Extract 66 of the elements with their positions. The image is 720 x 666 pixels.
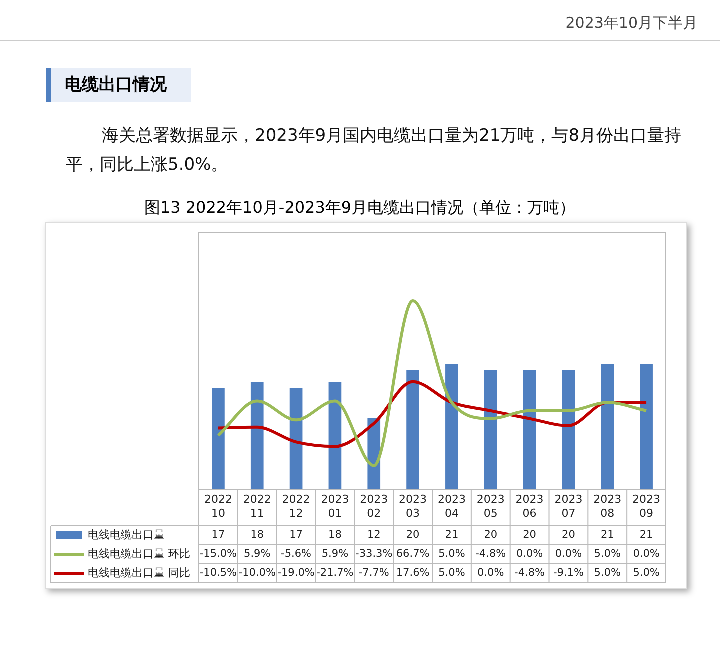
- data-label: 5.0%: [594, 567, 621, 580]
- x-tick-label: 2023 06: [516, 492, 544, 520]
- text: 海关总署数据显示，2023年9月国内电缆出口量为21万吨，与8月份出口量持平，同比上涨5.0%。: [66, 125, 683, 177]
- data-label: -19.0%: [278, 567, 315, 580]
- data-label: 5.9%: [322, 548, 349, 560]
- data-label: 17: [290, 529, 303, 542]
- data-label: 21: [640, 529, 654, 542]
- bar: [523, 370, 536, 490]
- data-label: 17: [212, 529, 226, 542]
- bar: [290, 388, 303, 490]
- x-tick-label: 2023 02: [360, 492, 388, 520]
- bar: [601, 364, 614, 490]
- x-tick-label: 2023 09: [632, 492, 661, 520]
- data-label: 0.0%: [633, 548, 660, 560]
- data-label: 5.0%: [438, 567, 466, 580]
- data-label: -21.7%: [316, 567, 354, 580]
- data-label: 20: [484, 529, 498, 542]
- x-tick-label: 2023 01: [321, 492, 350, 520]
- data-label: 20: [523, 529, 536, 542]
- data-label: 66.7%: [396, 548, 430, 560]
- data-label: 0.0%: [478, 567, 504, 580]
- text: 2023年10月下半月: [566, 14, 698, 33]
- data-label: -33.3%: [356, 548, 393, 560]
- data-label: -4.8%: [476, 548, 506, 560]
- x-tick-label: 2023 05: [476, 492, 505, 520]
- data-label: -5.6%: [281, 548, 312, 560]
- x-tick-label: 2023 03: [399, 492, 428, 520]
- x-tick-label: 2022 10: [204, 492, 232, 520]
- bar: [328, 382, 342, 490]
- data-label: 5.0%: [633, 567, 660, 580]
- data-label: 5.0%: [594, 548, 621, 560]
- chart-title: 图13 2022年10月-2023年9月电缆出口情况（单位：万吨）: [143, 198, 577, 219]
- data-label: -4.8%: [514, 567, 546, 580]
- bar: [484, 370, 498, 490]
- data-label: 18: [328, 529, 342, 542]
- data-label: 18: [250, 529, 264, 542]
- x-tick-label: 2023 08: [594, 492, 622, 520]
- legend-label: 电线电缆出口量: [88, 528, 165, 542]
- data-label: 5.0%: [438, 548, 466, 560]
- bar: [406, 370, 420, 490]
- bar: [640, 364, 653, 490]
- x-tick-label: 2022 11: [243, 492, 272, 520]
- bar: [250, 382, 264, 490]
- data-label: -9.1%: [553, 567, 584, 580]
- x-tick-label: 2023 07: [554, 492, 583, 520]
- data-label: 12: [367, 529, 381, 542]
- data-label: -7.7%: [358, 567, 390, 580]
- text: 电缆出口情况: [46, 68, 191, 102]
- data-label: -10.5%: [200, 567, 238, 580]
- data-label: 21: [600, 529, 614, 542]
- bar: [446, 364, 458, 490]
- legend-label: 电线电缆出口量 同比: [88, 566, 190, 580]
- data-label: 17.6%: [396, 567, 430, 580]
- data-label: 21: [445, 529, 459, 542]
- data-label: 20: [562, 529, 576, 542]
- bar: [562, 370, 576, 490]
- data-label: 0.0%: [555, 548, 582, 560]
- x-tick-label: 2023 04: [438, 492, 466, 520]
- data-label: -15.0%: [200, 548, 238, 560]
- bar: [212, 388, 225, 490]
- data-label: 5.9%: [244, 548, 271, 560]
- x-tick-label: 2022 12: [282, 492, 310, 520]
- data-label: -10.0%: [238, 567, 276, 580]
- legend-label: 电线电缆出口量 环比: [88, 547, 190, 560]
- data-label: 0.0%: [516, 548, 544, 560]
- data-label: 20: [406, 529, 420, 542]
